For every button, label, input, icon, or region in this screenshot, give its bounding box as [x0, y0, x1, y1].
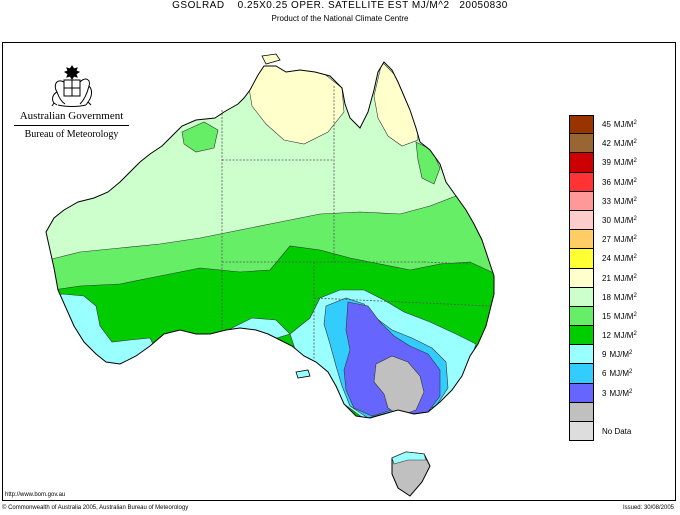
legend-unit-exponent: 2	[633, 235, 637, 242]
legend-unit: MJ/M	[609, 350, 630, 360]
legend-unit: MJ/M	[613, 235, 634, 245]
legend-value: 33	[602, 196, 611, 206]
legend-value: 12	[602, 331, 611, 341]
legend-unit: MJ/M	[613, 120, 634, 129]
zone-0-victoria	[373, 355, 425, 417]
solar-radiation-map	[45, 53, 495, 497]
legend-swatch	[569, 115, 594, 135]
commonwealth-coat-of-arms-icon	[51, 65, 92, 107]
map-frame	[2, 42, 676, 501]
legend-label: 3 MJ/M2	[602, 389, 632, 398]
legend-value: 30	[602, 215, 611, 225]
legend-unit: MJ/M	[613, 158, 634, 168]
legend-swatch	[569, 402, 594, 422]
legend-unit: MJ/M	[613, 331, 634, 341]
website-url[interactable]: http://www.bom.gov.au	[5, 492, 66, 498]
legend-unit: MJ/M	[613, 177, 634, 187]
legend-swatch	[569, 230, 594, 250]
legend-label: 27 MJ/M2	[602, 235, 637, 244]
legend-unit-exponent: 2	[633, 215, 637, 222]
legend-swatch	[569, 268, 594, 288]
map-title: GSOLRAD 0.25X0.25 OPER. SATELLITE EST MJ…	[172, 0, 508, 11]
legend-label: 39 MJ/M2	[602, 158, 637, 167]
legend-unit-exponent: 2	[633, 331, 637, 338]
issued-date: Issued: 30/08/2005	[622, 505, 674, 511]
kangaroo-island	[295, 369, 311, 379]
legend-unit-exponent: 2	[629, 388, 633, 395]
legend-value: 36	[602, 177, 611, 187]
legend-label: 33 MJ/M2	[602, 197, 637, 206]
legend-swatch	[569, 364, 594, 384]
legend-value: 45	[602, 120, 611, 129]
copyright-notice: © Commonwealth of Australia 2005, Austra…	[2, 505, 189, 511]
legend-unit-exponent: 2	[633, 139, 637, 146]
legend-swatch	[569, 287, 594, 307]
legend-swatch	[569, 345, 594, 365]
legend-swatch	[569, 153, 594, 173]
legend-label: No Data	[602, 427, 631, 436]
state-borders	[221, 86, 491, 360]
government-logo: Australian Government Bureau of Meteorol…	[14, 64, 129, 140]
legend-unit-exponent: 2	[629, 369, 633, 376]
legend-value: No Data	[602, 427, 632, 436]
legend-unit-exponent: 2	[629, 350, 633, 357]
zone-15-kimberley	[181, 121, 219, 153]
legend-value: 42	[602, 139, 611, 149]
legend-value: 6	[602, 369, 607, 379]
legend-unit: MJ/M	[613, 273, 634, 283]
legend-swatch	[569, 422, 594, 442]
legend-label: 45 MJ/M2	[602, 120, 637, 129]
legend-label: 12 MJ/M2	[602, 331, 637, 340]
legend-unit-exponent: 2	[633, 177, 637, 184]
legend-unit-exponent: 2	[633, 120, 637, 126]
legend-value: 27	[602, 235, 611, 245]
legend-label: 18 MJ/M2	[602, 293, 637, 302]
legend-label: 36 MJ/M2	[602, 178, 637, 187]
legend-value: 39	[602, 158, 611, 168]
legend-unit-exponent: 2	[633, 254, 637, 261]
zone-21-cape-york	[373, 62, 419, 147]
map-subtitle: Product of the National Climate Centre	[271, 14, 409, 23]
melville-island	[261, 53, 281, 65]
legend-value: 9	[602, 350, 607, 360]
legend-swatch	[569, 210, 594, 231]
legend-label: 24 MJ/M2	[602, 254, 637, 263]
legend-label: 30 MJ/M2	[602, 216, 637, 225]
legend-label: 6 MJ/M2	[602, 369, 632, 378]
legend-unit: MJ/M	[613, 139, 634, 149]
legend-label: 42 MJ/M2	[602, 139, 637, 148]
legend-unit: MJ/M	[613, 311, 634, 321]
legend-swatch	[569, 306, 594, 327]
legend-value: 15	[602, 311, 611, 321]
legend-unit: MJ/M	[613, 196, 634, 206]
legend-label: 15 MJ/M2	[602, 312, 637, 321]
legend-unit-exponent: 2	[633, 292, 637, 299]
legend-unit-exponent: 2	[633, 158, 637, 165]
legend-swatch	[569, 383, 594, 403]
tasmania-north-coast	[391, 451, 427, 465]
legend-unit-exponent: 2	[633, 273, 637, 280]
legend-value: 18	[602, 292, 611, 302]
legend-swatch	[569, 134, 594, 154]
legend-unit: MJ/M	[613, 292, 634, 302]
legend-unit: MJ/M	[613, 215, 634, 225]
legend-swatch	[569, 326, 594, 346]
legend-swatch	[569, 191, 594, 211]
legend-label: 21 MJ/M2	[602, 274, 637, 283]
legend-unit: MJ/M	[613, 254, 634, 264]
legend-swatch	[569, 249, 594, 269]
agency-name: Bureau of Meteorology	[24, 129, 119, 140]
legend-unit-exponent: 2	[633, 196, 637, 203]
legend-unit-exponent: 2	[633, 311, 637, 318]
legend-value: 24	[602, 254, 611, 264]
legend-unit: MJ/M	[609, 388, 630, 398]
legend-value: 3	[602, 388, 607, 398]
legend-unit: MJ/M	[609, 369, 630, 379]
legend-value: 21	[602, 273, 611, 283]
legend-swatch	[569, 172, 594, 192]
government-name: Australian Government	[14, 110, 129, 126]
legend-label: 9 MJ/M2	[602, 350, 632, 359]
